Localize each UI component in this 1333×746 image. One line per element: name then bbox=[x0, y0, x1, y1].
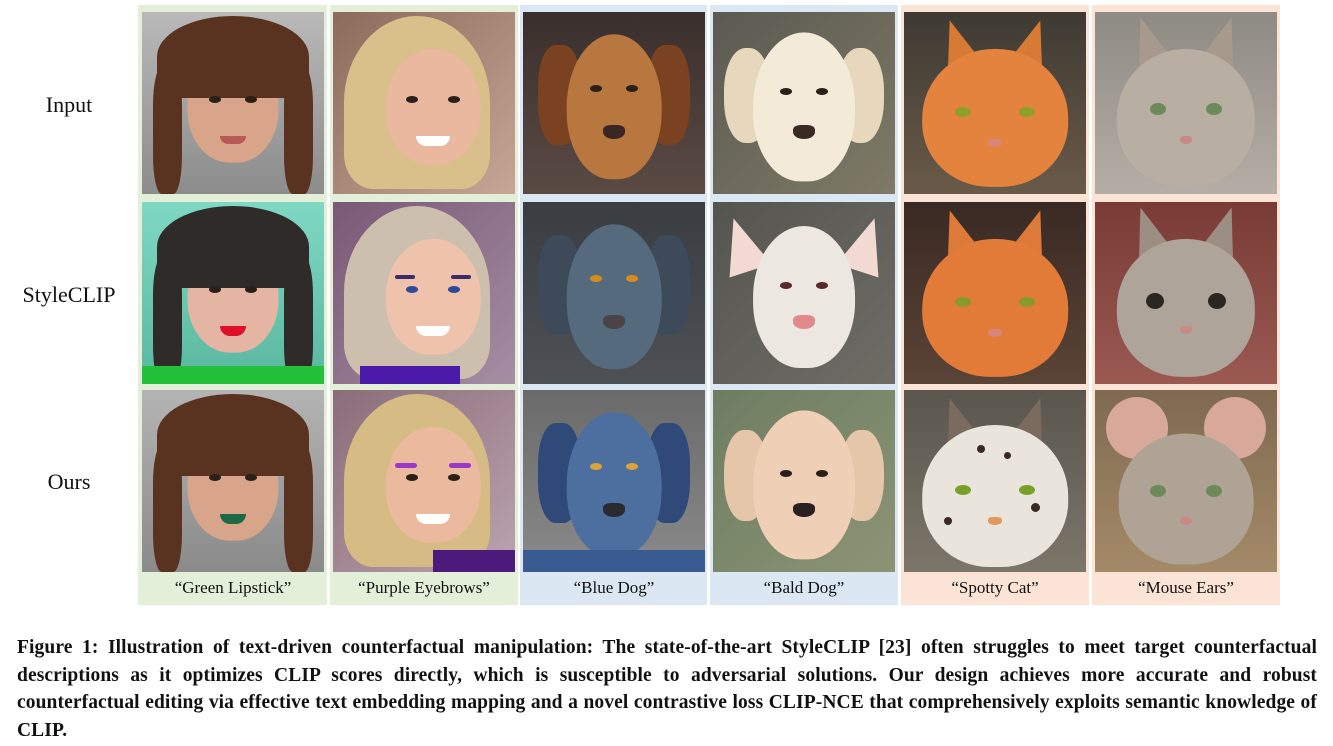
image-styleclip-dog-1 bbox=[523, 202, 705, 384]
column-caption-bald-dog: “Bald Dog” bbox=[763, 578, 845, 597]
image-input-woman-2 bbox=[333, 12, 515, 194]
column-caption-mouse-ears: “Mouse Ears” bbox=[1138, 578, 1234, 597]
image-ours-cat-1 bbox=[904, 390, 1086, 572]
column-caption-purple-eyebrows: “Purple Eyebrows” bbox=[358, 578, 490, 597]
column-caption-green-lipstick: “Green Lipstick” bbox=[174, 578, 292, 597]
column-caption-blue-dog: “Blue Dog” bbox=[573, 578, 655, 597]
image-input-cat-1 bbox=[904, 12, 1086, 194]
image-ours-dog-2 bbox=[713, 390, 895, 572]
image-ours-woman-1 bbox=[142, 390, 324, 572]
figure-caption: Figure 1: Illustration of text-driven co… bbox=[17, 637, 1317, 741]
image-styleclip-woman-2 bbox=[333, 202, 515, 384]
image-ours-dog-1 bbox=[523, 390, 705, 572]
image-input-cat-2 bbox=[1095, 12, 1277, 194]
image-ours-cat-2 bbox=[1095, 390, 1277, 572]
column-caption-spotty-cat: “Spotty Cat” bbox=[951, 578, 1039, 597]
image-styleclip-cat-1 bbox=[904, 202, 1086, 384]
image-input-dog-1 bbox=[523, 12, 705, 194]
image-input-woman-1 bbox=[142, 12, 324, 194]
image-ours-woman-2 bbox=[333, 390, 515, 572]
row-label-ours: Ours bbox=[47, 469, 91, 494]
image-input-dog-2 bbox=[713, 12, 895, 194]
image-styleclip-cat-2 bbox=[1095, 202, 1277, 384]
row-label-input: Input bbox=[45, 92, 93, 117]
image-styleclip-woman-1 bbox=[142, 202, 324, 384]
row-label-styleclip: StyleCLIP bbox=[22, 282, 116, 307]
image-styleclip-dog-2 bbox=[713, 202, 895, 384]
